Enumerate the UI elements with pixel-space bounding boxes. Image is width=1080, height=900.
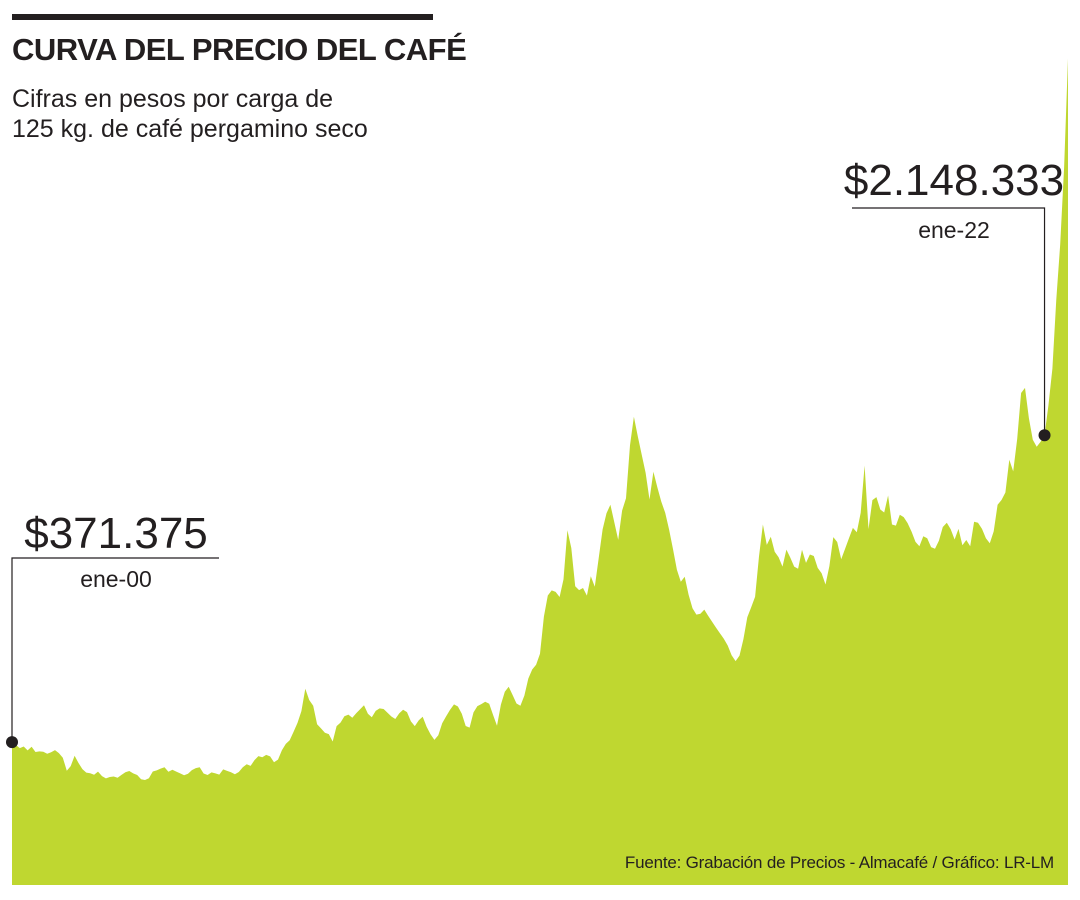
top-rule bbox=[12, 14, 433, 20]
chart-subtitle: Cifras en pesos por carga de 125 kg. de … bbox=[12, 84, 368, 144]
start-date-label: ene-00 bbox=[80, 566, 152, 592]
chart-subtitle-line-1: Cifras en pesos por carga de bbox=[12, 85, 334, 113]
start-value-label: $371.375 bbox=[24, 509, 208, 558]
end-date-label: ene-22 bbox=[918, 217, 990, 243]
callouts: $371.375 ene-00 $2.148.333 ene-22 bbox=[6, 156, 1064, 749]
start-point-marker bbox=[6, 736, 18, 749]
start-leader-line bbox=[11, 557, 219, 743]
end-value-label: $2.148.333 bbox=[844, 156, 1064, 205]
chart-title: CURVA DEL PRECIO DEL CAFÉ bbox=[12, 32, 467, 67]
price-area bbox=[12, 58, 1068, 885]
end-leader-line bbox=[852, 207, 1046, 436]
chart-subtitle-line-2: 125 kg. de café pergamino seco bbox=[12, 115, 368, 143]
source-credit: Fuente: Grabación de Precios - Almacafé … bbox=[624, 853, 1054, 872]
end-point-marker bbox=[1038, 429, 1051, 442]
